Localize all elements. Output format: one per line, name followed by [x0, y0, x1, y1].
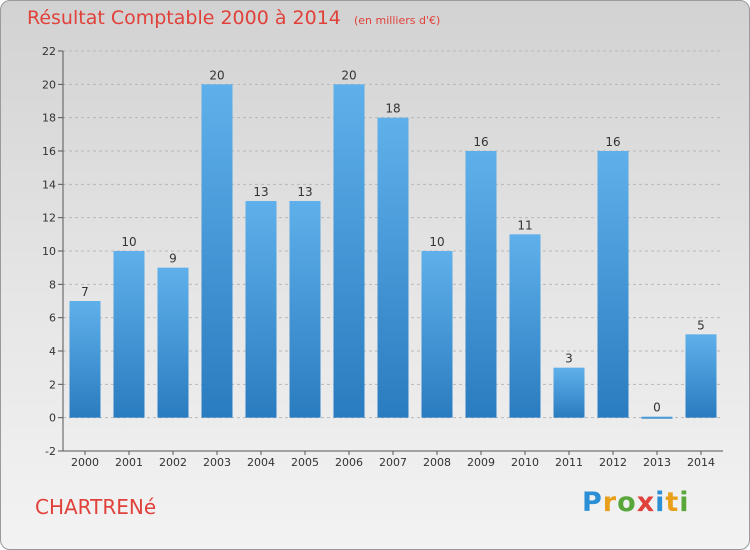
- bar: [377, 117, 409, 418]
- y-tick-label: 18: [42, 112, 56, 125]
- logo-letter: o: [617, 487, 637, 518]
- y-tick-label: 10: [42, 245, 56, 258]
- data-label: 7: [81, 285, 89, 299]
- logo-letter: P: [582, 487, 603, 518]
- data-label: 16: [473, 135, 488, 149]
- x-tick-label: 2004: [247, 456, 275, 469]
- bar: [685, 334, 717, 418]
- logo-letter: t: [665, 487, 680, 518]
- x-tick-label: 2000: [71, 456, 99, 469]
- y-tick-label: 4: [49, 345, 56, 358]
- y-tick-label: 14: [42, 178, 56, 191]
- x-tick-label: 2008: [423, 456, 451, 469]
- logo-letter: r: [602, 487, 618, 518]
- x-tick-label: 2009: [467, 456, 495, 469]
- data-label: 13: [297, 185, 312, 199]
- x-tick-label: 2002: [159, 456, 187, 469]
- data-label: 5: [697, 318, 705, 332]
- proxiti-logo: Proxiti: [582, 487, 690, 518]
- data-label: 0: [653, 401, 661, 415]
- y-tick-label: 12: [42, 212, 56, 225]
- data-label: 3: [565, 352, 573, 366]
- y-tick-label: 2: [49, 378, 56, 391]
- x-tick-label: 2007: [379, 456, 407, 469]
- x-tick-label: 2001: [115, 456, 143, 469]
- bar: [641, 416, 673, 419]
- data-label: 18: [385, 102, 400, 116]
- y-tick-label: 8: [49, 278, 56, 291]
- bar: [245, 201, 277, 418]
- x-tick-label: 2013: [643, 456, 671, 469]
- title-text: Résultat Comptable 2000 à 2014: [27, 7, 341, 29]
- logo-letter: i: [655, 487, 666, 518]
- x-tick-label: 2003: [203, 456, 231, 469]
- y-tick-label: 0: [49, 412, 56, 425]
- x-tick-label: 2010: [511, 456, 539, 469]
- y-tick-label: -2: [45, 445, 56, 458]
- data-label: 16: [605, 135, 620, 149]
- bar: [509, 234, 541, 418]
- data-label: 10: [429, 235, 444, 249]
- bar: [157, 267, 189, 418]
- data-label: 20: [209, 68, 224, 82]
- data-label: 20: [341, 68, 356, 82]
- logo-letter: i: [679, 487, 690, 518]
- bar: [333, 84, 365, 418]
- unit-note: (en milliers d'€): [353, 14, 441, 27]
- data-label: 9: [169, 252, 177, 266]
- data-label: 13: [253, 185, 268, 199]
- bar: [421, 251, 453, 418]
- chart-title: Résultat Comptable 2000 à 2014 (en milli…: [27, 7, 440, 29]
- x-tick-label: 2005: [291, 456, 319, 469]
- bar: [113, 251, 145, 418]
- town-name: CHARTRENé: [35, 495, 157, 519]
- y-tick-label: 22: [42, 45, 56, 58]
- bar: [69, 301, 101, 418]
- x-tick-label: 2006: [335, 456, 363, 469]
- y-tick-label: 6: [49, 312, 56, 325]
- bar: [465, 151, 497, 418]
- x-tick-label: 2014: [687, 456, 715, 469]
- bar: [201, 84, 233, 418]
- y-tick-label: 20: [42, 78, 56, 91]
- logo-letter: x: [636, 487, 656, 518]
- x-tick-label: 2011: [555, 456, 583, 469]
- bar: [553, 367, 585, 418]
- bar: [597, 151, 629, 418]
- x-tick-label: 2012: [599, 456, 627, 469]
- bar: [289, 201, 321, 418]
- y-tick-label: 16: [42, 145, 56, 158]
- data-label: 10: [121, 235, 136, 249]
- data-label: 11: [517, 218, 532, 232]
